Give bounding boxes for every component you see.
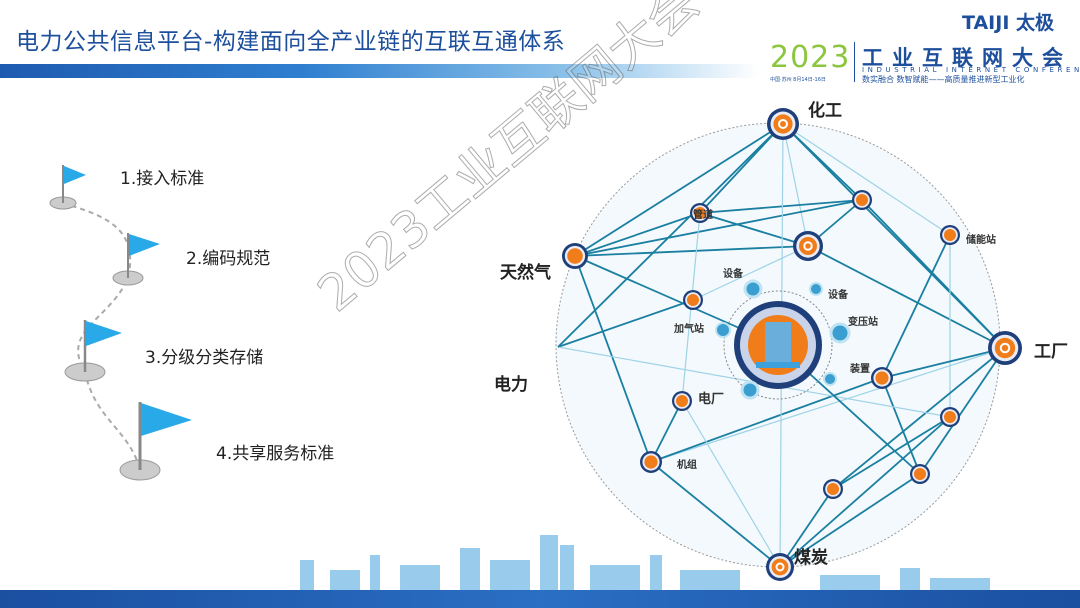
network-edge — [557, 299, 694, 348]
network-edge — [782, 123, 809, 247]
label-storage-station: 储能站 — [966, 235, 996, 246]
network-edge — [779, 473, 921, 568]
network-node-n4 — [910, 464, 930, 484]
flag-icon — [49, 165, 86, 210]
network-edge — [782, 123, 951, 236]
network-node-stor — [940, 225, 960, 245]
label-device: 设备 — [723, 269, 743, 280]
network-node-coal — [766, 553, 794, 581]
network-edge — [557, 123, 784, 348]
network-edge — [881, 234, 951, 379]
central-platform-icon — [715, 279, 851, 400]
network-edges — [557, 123, 1006, 568]
conference-location-date: 中国·苏州 8月14日-16日 — [770, 77, 826, 83]
step-access-standard: 1.接入标准 — [120, 169, 205, 189]
step-sharing-standard: 4.共享服务标准 — [216, 444, 335, 464]
network-node-n1 — [852, 190, 872, 210]
network-node-n5 — [823, 479, 843, 499]
network-node-equip — [871, 367, 893, 389]
network-edge — [692, 245, 809, 301]
network-nodes — [562, 108, 1022, 581]
flag-icon — [112, 233, 160, 286]
label-equipment: 装置 — [850, 364, 870, 375]
title-underline-bar — [0, 64, 760, 78]
network-edge — [650, 400, 683, 463]
network-edge — [699, 199, 863, 214]
label-power: 电力 — [494, 375, 528, 395]
label-device: 设备 — [828, 290, 848, 301]
network-node-fac — [988, 331, 1022, 365]
taiji-logo: TAIJI 太极 — [961, 12, 1054, 34]
conference-english: INDUSTRIAL INTERNET CONFERENCE — [862, 66, 1080, 74]
step-coding-spec: 2.编码规范 — [186, 249, 271, 269]
label-pipeline: 管道 — [693, 210, 713, 221]
network-edge — [832, 347, 1006, 490]
network-edge — [919, 347, 1006, 475]
network-edge — [574, 199, 863, 257]
network-edge — [807, 245, 1006, 349]
network-node-n2 — [793, 231, 823, 261]
divider — [854, 42, 855, 82]
network-node-n3 — [940, 407, 960, 427]
network-edge — [832, 416, 951, 490]
network-node-unit — [640, 451, 662, 473]
network-edge — [574, 255, 652, 463]
network-edge — [650, 347, 1006, 463]
flag-icon — [64, 320, 122, 382]
network-edge — [779, 488, 834, 568]
network-node-plant — [672, 391, 692, 411]
label-chemical: 化工 — [808, 101, 842, 121]
network-node-chem — [767, 108, 799, 140]
network-edge — [881, 347, 1006, 379]
label-factory: 工厂 — [1034, 342, 1068, 362]
conference-title: 工业互联网大会 — [862, 46, 1072, 70]
network-node-gst — [683, 290, 703, 310]
conference-logo: 2023 中国·苏州 8月14日-16日 工业互联网大会 INDUSTRIAL … — [770, 40, 1080, 84]
label-natural-gas: 天然气 — [500, 263, 551, 283]
flag-icon — [119, 402, 192, 481]
network-edge — [650, 377, 883, 463]
label-substation: 变压站 — [848, 317, 878, 328]
label-power-plant: 电厂 — [698, 392, 725, 407]
network-edge — [881, 377, 921, 475]
step-tiered-storage: 3.分级分类存储 — [145, 348, 264, 368]
label-coal: 煤炭 — [794, 548, 828, 568]
network-edge — [574, 245, 809, 257]
footer-bar — [0, 590, 1080, 608]
label-unit: 机组 — [677, 460, 697, 471]
conference-slogan: 数实融合 数智赋能——高质量推进新型工业化 — [862, 75, 1025, 84]
city-skyline-decoration — [300, 535, 990, 590]
label-gas-station: 加气站 — [674, 324, 704, 335]
conference-year: 2023 — [770, 40, 851, 75]
network-edge — [574, 212, 701, 257]
network-edge — [650, 461, 781, 568]
network-edge — [699, 212, 809, 247]
network-edge — [681, 400, 781, 568]
network-edge — [574, 123, 784, 257]
network-node-gas — [562, 243, 588, 269]
network-edge — [861, 199, 1006, 349]
network-edge — [779, 416, 951, 568]
page-title: 电力公共信息平台-构建面向全产业链的互联互通体系 — [16, 29, 566, 55]
network-node-pipe — [690, 203, 710, 223]
